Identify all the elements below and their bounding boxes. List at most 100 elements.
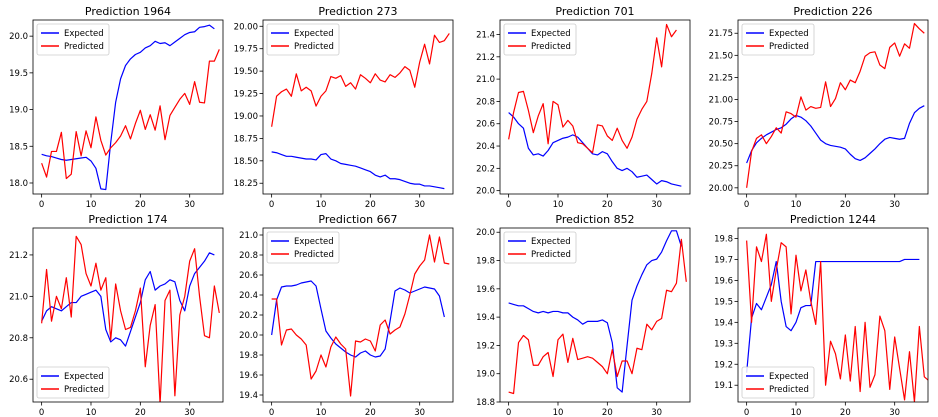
legend-box (503, 23, 577, 56)
x-tick-label: 20 (602, 200, 613, 210)
legend-box (36, 366, 110, 399)
legend-box (36, 23, 110, 56)
y-tick-label: 20.4 (476, 142, 495, 152)
y-tick-label: 19.25 (234, 90, 258, 100)
y-tick-label: 19.8 (714, 234, 733, 244)
legend: Expected Predicted (741, 366, 815, 399)
y-tick-label: 19.50 (234, 67, 258, 77)
legend-label: Expected (769, 29, 809, 39)
x-tick-label: 10 (553, 408, 564, 417)
y-tick-label: 21.75 (709, 29, 733, 39)
subplot-7: Prediction 1244 0 10 20 30 19.1 19.2 19.3 19.4 19… (714, 213, 929, 417)
y-tick-label: 19.0 (9, 106, 28, 116)
x-tick-label: 0 (506, 200, 511, 210)
x-tick-label: 30 (889, 408, 900, 417)
y-tick-label: 19.0 (476, 370, 495, 380)
y-tick-label: 20.8 (9, 334, 28, 344)
legend-box (266, 23, 340, 56)
y-tick-label: 21.2 (476, 53, 495, 63)
x-tick-label: 10 (791, 408, 802, 417)
x-tick-label: 10 (316, 200, 327, 210)
plot-frame (499, 227, 691, 403)
legend-label: Expected (64, 29, 104, 39)
x-tick-label: 30 (184, 200, 195, 210)
expected-line (41, 252, 215, 347)
subplot-5: Prediction 667 0 10 20 30 19.4 19.6 19.8 20.0 20.… (239, 213, 454, 417)
y-tick-label: 19.6 (714, 276, 733, 286)
plot-frame (262, 19, 454, 195)
subplot-title: Prediction 667 (318, 213, 397, 226)
legend-label: Predicted (294, 42, 334, 52)
x-tick-label: 20 (365, 200, 376, 210)
legend: Expected Predicted (36, 23, 110, 56)
legend-label: Predicted (531, 42, 571, 52)
subplot-title: Prediction 1964 (85, 5, 171, 18)
y-tick-label: 19.6 (239, 371, 258, 381)
legend-label: Predicted (64, 42, 104, 52)
x-tick-label: 10 (86, 408, 97, 417)
subplot-6: Prediction 852 0 10 20 30 18.8 19.0 19.2 19.4 19.… (476, 213, 691, 417)
y-tick-label: 21.0 (239, 231, 258, 241)
legend: Expected Predicted (503, 23, 577, 56)
expected-line (746, 105, 925, 164)
x-tick-label: 30 (414, 200, 425, 210)
x-tick-label: 0 (506, 408, 511, 417)
subplot-0: Prediction 1964 0 10 20 30 18.0 18.5 19.0 19.5 20… (9, 5, 224, 210)
x-tick-label: 30 (184, 408, 195, 417)
y-tick-label: 20.2 (476, 164, 495, 174)
legend-box (503, 231, 577, 264)
subplot-2: Prediction 701 0 10 20 30 20.0 20.2 20.4 20.6 20.… (476, 5, 691, 210)
x-tick-label: 10 (553, 200, 564, 210)
y-tick-label: 18.25 (234, 179, 258, 189)
x-tick-label: 0 (269, 408, 274, 417)
y-tick-label: 20.0 (476, 228, 495, 238)
legend-label: Predicted (64, 385, 104, 395)
subplot-title: Prediction 852 (555, 213, 634, 226)
subplot-3: Prediction 226 0 10 20 30 20.00 20.25 20.50 20.7… (709, 5, 929, 210)
x-tick-label: 0 (269, 200, 274, 210)
x-tick-label: 30 (414, 408, 425, 417)
legend: Expected Predicted (503, 231, 577, 264)
y-tick-label: 21.50 (709, 51, 733, 61)
y-tick-label: 20.0 (476, 187, 495, 197)
y-tick-label: 19.4 (714, 318, 733, 328)
x-tick-label: 20 (602, 408, 613, 417)
y-tick-label: 20.00 (709, 184, 733, 194)
y-tick-label: 21.25 (709, 73, 733, 83)
x-tick-label: 10 (791, 200, 802, 210)
x-tick-label: 30 (651, 200, 662, 210)
y-tick-label: 21.0 (476, 75, 495, 85)
x-tick-label: 0 (744, 200, 749, 210)
expected-line (271, 151, 445, 190)
y-tick-label: 18.5 (9, 142, 28, 152)
expected-line (746, 258, 920, 373)
y-tick-label: 19.5 (9, 69, 28, 79)
legend-label: Expected (531, 29, 571, 39)
x-tick-label: 10 (316, 408, 327, 417)
legend-label: Predicted (531, 250, 571, 260)
y-tick-label: 19.2 (714, 360, 733, 370)
x-tick-label: 0 (39, 408, 44, 417)
y-tick-label: 20.6 (9, 375, 28, 385)
y-tick-label: 19.00 (234, 112, 258, 122)
legend-box (741, 366, 815, 399)
y-tick-label: 20.8 (476, 97, 495, 107)
y-tick-label: 21.00 (709, 95, 733, 105)
y-tick-label: 20.50 (709, 140, 733, 150)
subplot-title: Prediction 174 (88, 213, 167, 226)
plot-frame (737, 227, 929, 403)
y-tick-label: 18.50 (234, 157, 258, 167)
x-tick-label: 30 (651, 408, 662, 417)
plot-frame (499, 19, 691, 195)
legend-label: Predicted (769, 385, 809, 395)
y-tick-label: 19.8 (476, 257, 495, 267)
y-tick-label: 20.8 (239, 251, 258, 261)
legend: Expected Predicted (36, 366, 110, 399)
x-tick-label: 20 (135, 408, 146, 417)
predicted-line (41, 49, 220, 180)
x-tick-label: 20 (840, 408, 851, 417)
predicted-line (41, 235, 220, 402)
subplot-title: Prediction 273 (318, 5, 397, 18)
y-tick-label: 21.2 (9, 251, 28, 261)
